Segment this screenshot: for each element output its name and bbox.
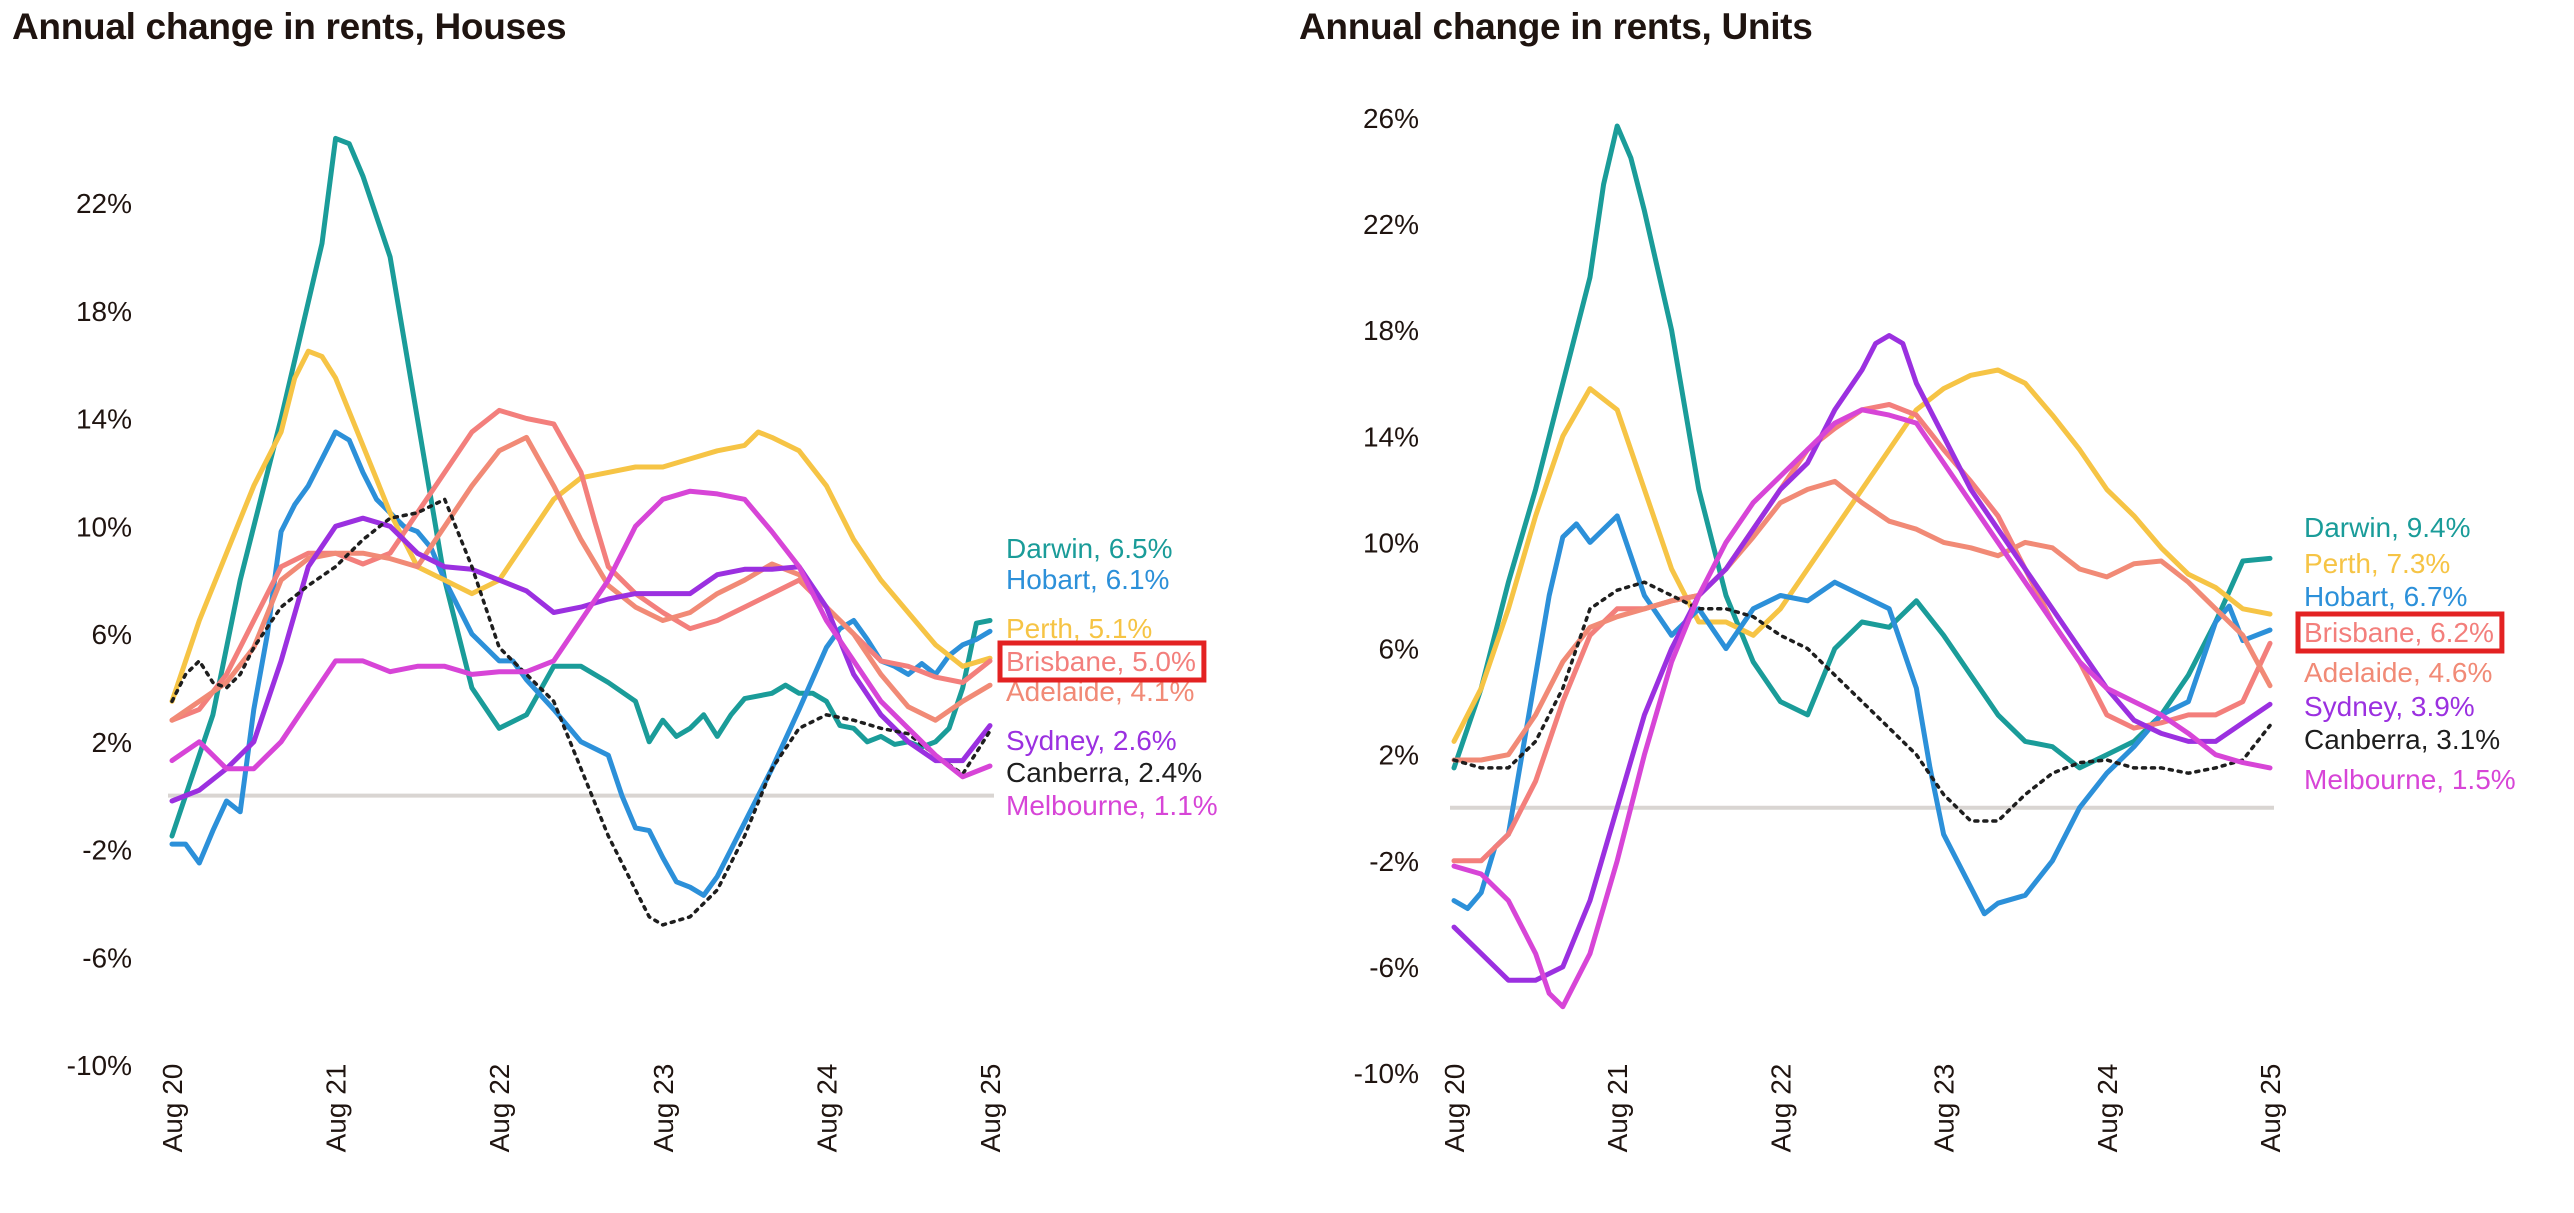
- houses-y-tick-label: -2%: [82, 835, 132, 866]
- units-line-melbourne: [1451, 407, 2273, 1010]
- units-highlight-box: [2295, 611, 2505, 654]
- houses-end-label-canberra: Canberra, 2.4%: [1006, 757, 1202, 788]
- houses-y-tick-label: 6%: [92, 619, 132, 650]
- houses-y-tick-label: 2%: [92, 727, 132, 758]
- houses-x-tick-label: Aug 21: [321, 1064, 352, 1153]
- units-x-tick-label: Aug 21: [1602, 1064, 1633, 1153]
- units-y-tick-label: -10%: [1354, 1058, 1419, 1089]
- houses-end-label-hobart: Hobart, 6.1%: [1006, 564, 1169, 595]
- units-end-label-canberra: Canberra, 3.1%: [2304, 724, 2500, 755]
- units-x-tick-label: Aug 20: [1439, 1064, 1470, 1153]
- units-y-tick-label: 10%: [1363, 527, 1419, 558]
- units-y-tick-label: 18%: [1363, 315, 1419, 346]
- units-x-tick-label: Aug 22: [1765, 1064, 1796, 1153]
- houses-highlight-box: [997, 640, 1207, 683]
- units-y-tick-label: -2%: [1369, 846, 1419, 877]
- houses-x-tick-label: Aug 22: [484, 1064, 515, 1153]
- units-y-tick-label: 2%: [1379, 740, 1419, 771]
- houses-y-tick-label: 18%: [76, 296, 132, 327]
- houses-series-lines: [169, 135, 993, 927]
- houses-y-tick-label: 22%: [76, 188, 132, 219]
- units-end-label-sydney: Sydney, 3.9%: [2304, 691, 2475, 722]
- houses-x-tick-label: Aug 24: [811, 1064, 842, 1153]
- houses-line-adelaide: [169, 434, 993, 723]
- houses-x-tick-label: Aug 23: [648, 1064, 679, 1153]
- units-y-tick-label: 26%: [1363, 103, 1419, 134]
- units-x-tick-label: Aug 25: [2255, 1064, 2286, 1153]
- units-chart-panel: Annual change in rents, Units -10% -6% -2%…: [1287, 0, 2574, 1213]
- units-end-label-hobart: Hobart, 6.7%: [2304, 581, 2467, 612]
- units-line-darwin: [1451, 123, 2273, 771]
- units-y-tick-label: 14%: [1363, 421, 1419, 452]
- houses-line-hobart: [169, 429, 993, 898]
- houses-line-melbourne: [169, 488, 993, 780]
- houses-line-darwin: [169, 135, 993, 839]
- units-line-brisbane: [1451, 402, 2273, 864]
- houses-chart-title: Annual change in rents, Houses: [12, 6, 567, 47]
- units-line-hobart: [1451, 513, 2273, 917]
- units-chart-title: Annual change in rents, Units: [1299, 6, 1813, 47]
- units-y-tick-label: 6%: [1379, 634, 1419, 665]
- units-y-tick-label: -6%: [1369, 952, 1419, 983]
- houses-end-label-darwin: Darwin, 6.5%: [1006, 533, 1173, 564]
- houses-x-tick-label: Aug 20: [157, 1064, 188, 1153]
- houses-y-tick-label: -10%: [67, 1050, 132, 1081]
- units-series-lines: [1451, 123, 2273, 1010]
- houses-end-label-perth: Perth, 5.1%: [1006, 613, 1152, 644]
- houses-chart-svg: -10% -6% -2% 2% 6% 10% 14% 18% 22% Aug 20 Aug 21 Au…: [67, 135, 1218, 1153]
- units-end-label-melbourne: Melbourne, 1.5%: [2304, 764, 2516, 795]
- units-end-label-perth: Perth, 7.3%: [2304, 548, 2450, 579]
- units-chart-svg: -10% -6% -2% 2% 6% 10% 14% 18% 22% 26% Aug 20 Aug 2…: [1354, 103, 2516, 1153]
- houses-y-tick-label: 14%: [76, 404, 132, 435]
- houses-y-tick-label: -6%: [82, 942, 132, 973]
- units-line-perth: [1451, 367, 2273, 744]
- units-x-tick-label: Aug 23: [1929, 1064, 1960, 1153]
- houses-x-tick-label: Aug 25: [975, 1064, 1006, 1153]
- houses-y-tick-label: 10%: [76, 511, 132, 542]
- units-line-canberra: [1452, 580, 2272, 823]
- houses-line-perth: [169, 348, 993, 704]
- houses-line-canberra: [170, 497, 992, 927]
- units-line-sydney: [1451, 333, 2273, 983]
- houses-end-label-brisbane: Brisbane, 5.0%: [1006, 646, 1196, 677]
- houses-line-brisbane: [169, 407, 993, 723]
- units-end-label-adelaide: Adelaide, 4.6%: [2304, 657, 2492, 688]
- units-line-adelaide: [1451, 478, 2273, 763]
- houses-end-label-melbourne: Melbourne, 1.1%: [1006, 790, 1218, 821]
- houses-chart-panel: Annual change in rents, Houses -10% -6% -2…: [12, 6, 1218, 1153]
- units-x-tick-label: Aug 24: [2092, 1064, 2123, 1153]
- units-y-tick-label: 22%: [1363, 209, 1419, 240]
- houses-end-label-sydney: Sydney, 2.6%: [1006, 725, 1177, 756]
- units-end-label-brisbane: Brisbane, 6.2%: [2304, 617, 2494, 648]
- houses-line-sydney: [169, 515, 993, 804]
- units-end-label-darwin: Darwin, 9.4%: [2304, 512, 2471, 543]
